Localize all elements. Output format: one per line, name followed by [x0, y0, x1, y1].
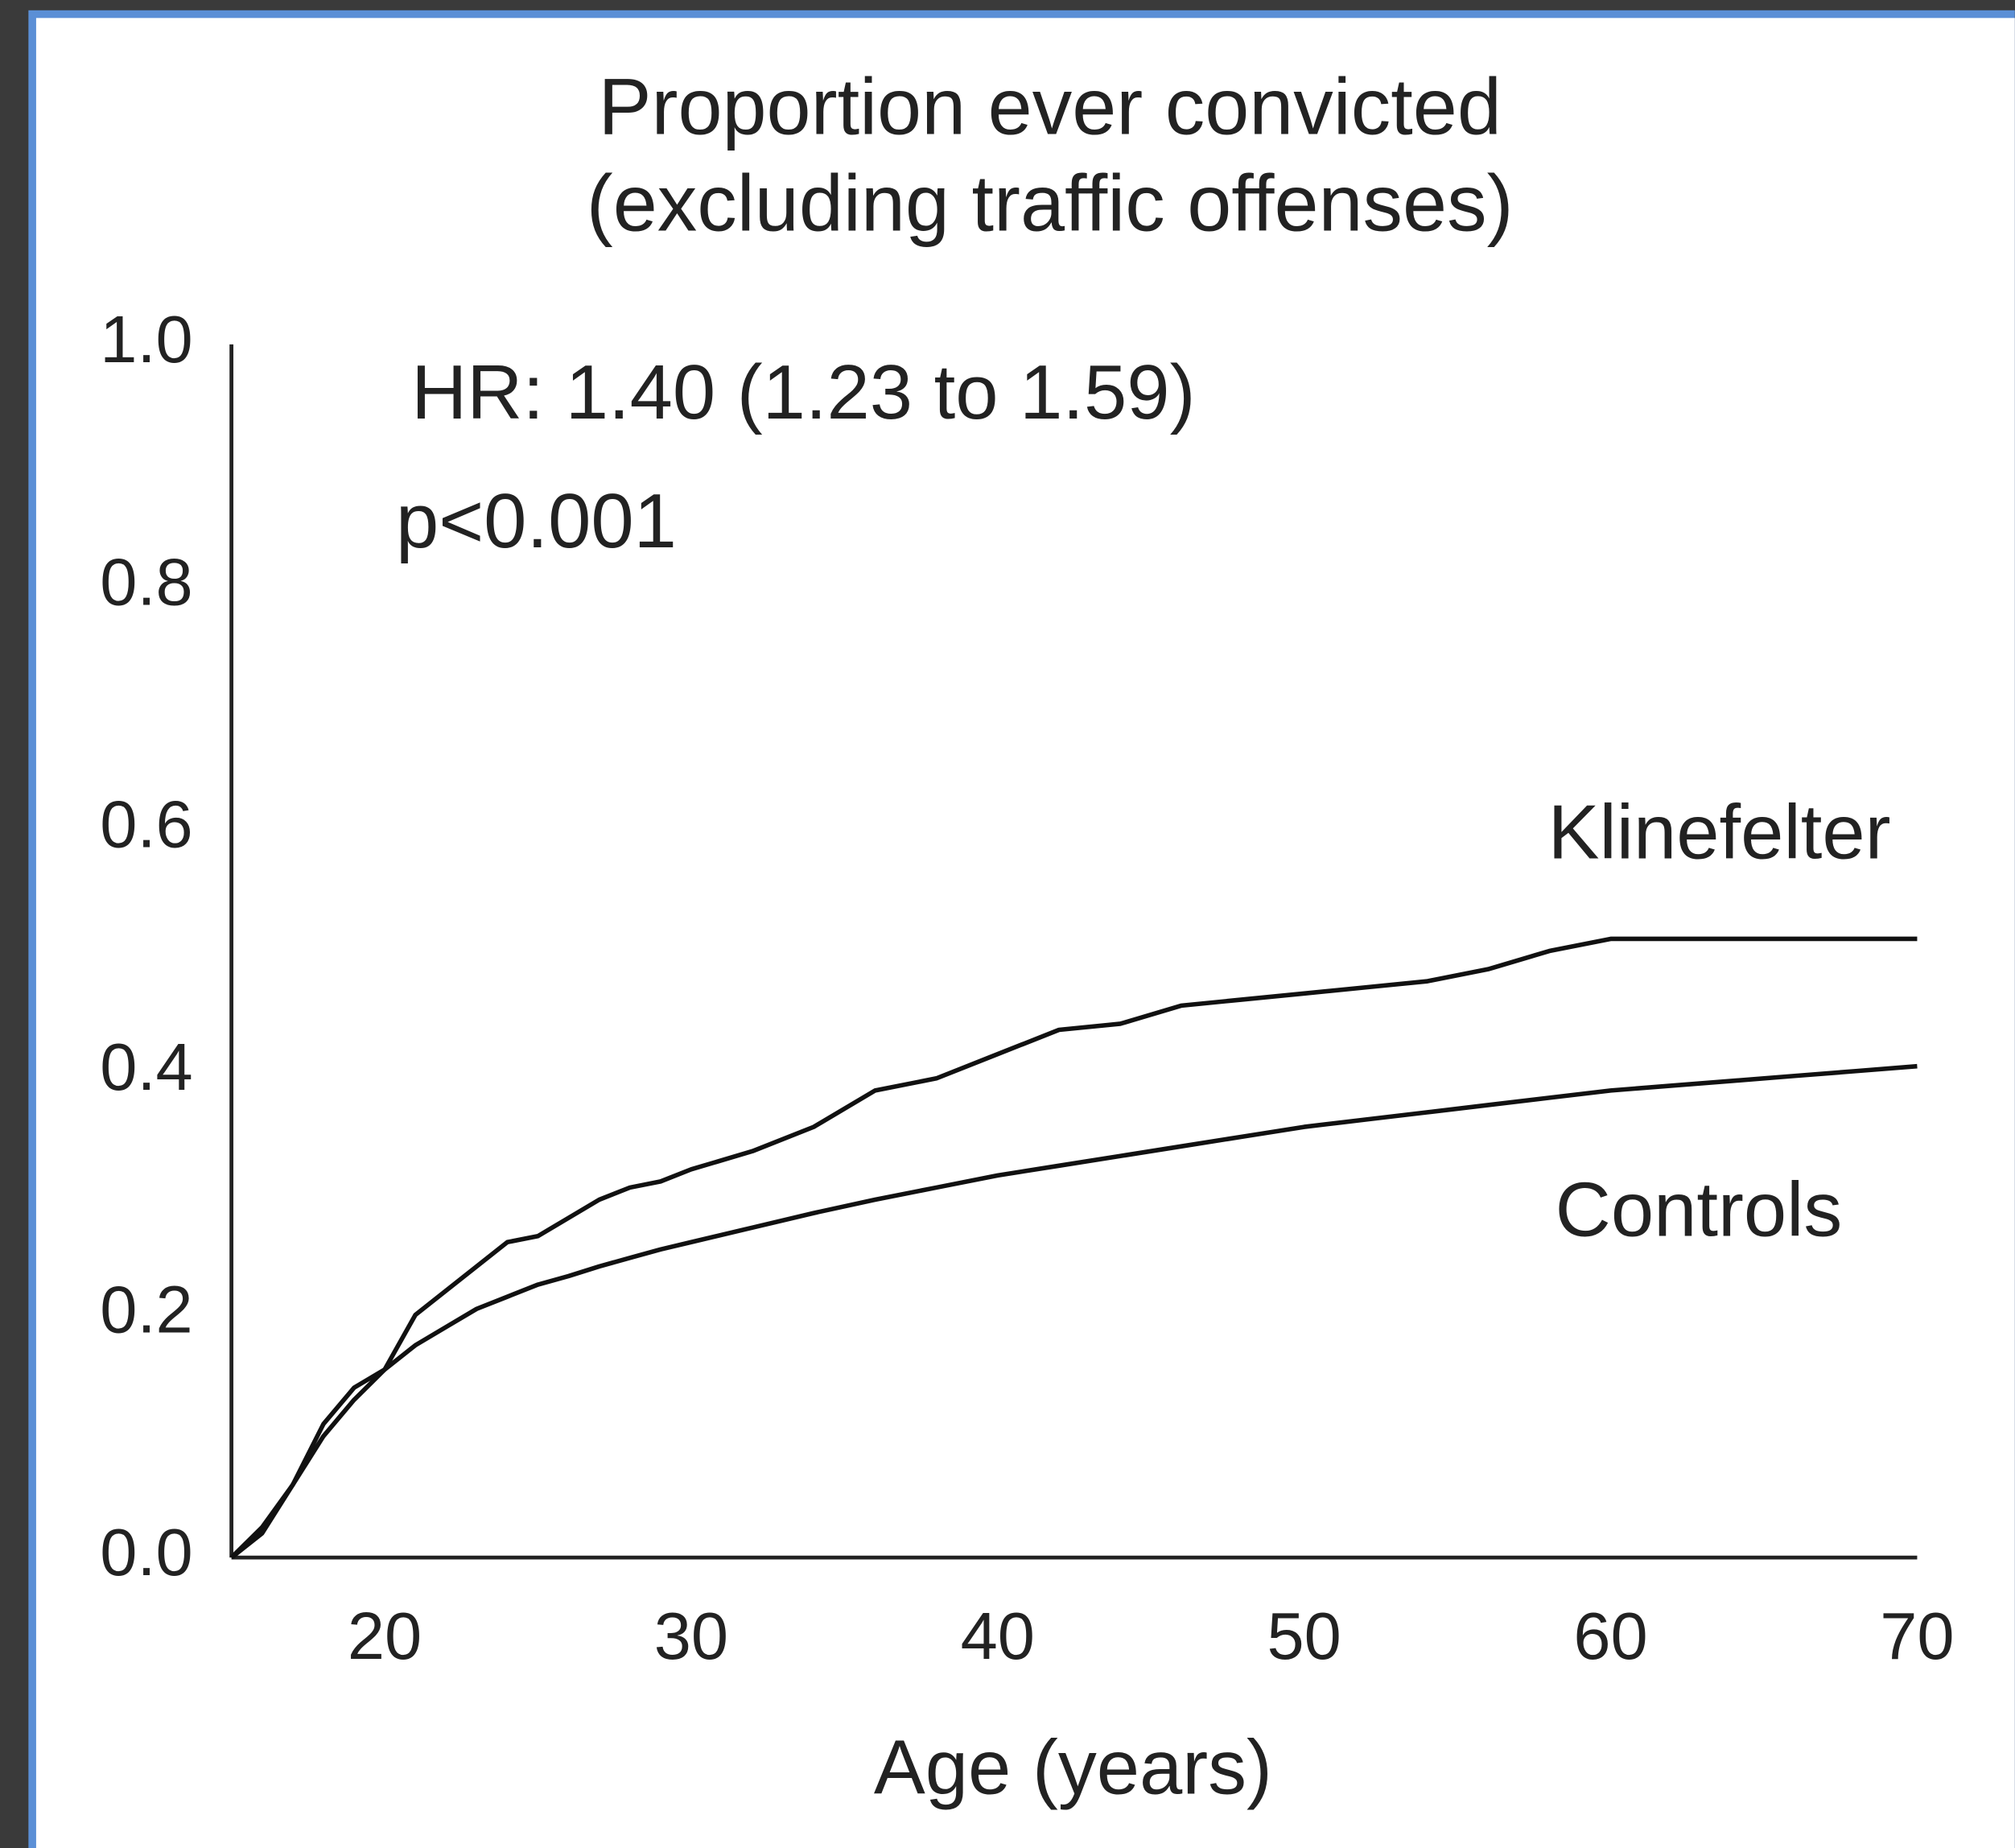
- x-tick-label: 60: [1573, 1598, 1647, 1673]
- panel: [35, 18, 2015, 1848]
- x-tick-label: 30: [654, 1598, 728, 1673]
- y-tick-label: 0.4: [100, 1029, 192, 1104]
- y-tick-label: 0.0: [100, 1515, 192, 1590]
- y-tick-label: 0.6: [100, 787, 192, 862]
- x-tick-label: 40: [961, 1598, 1035, 1673]
- chart-title: Proportion ever convicted: [598, 62, 1501, 151]
- series-label: Klinefelter: [1548, 789, 1891, 875]
- x-tick-label: 50: [1267, 1598, 1341, 1673]
- series-line: [229, 936, 1918, 1560]
- series-line: [229, 1063, 1918, 1560]
- x-tick-label: 70: [1880, 1598, 1954, 1673]
- annotation: HR: 1.40 (1.23 to 1.59): [411, 349, 1195, 435]
- y-tick-label: 0.2: [100, 1273, 192, 1347]
- x-axis-label: Age (years): [874, 1725, 1272, 1811]
- series-label: Controls: [1556, 1167, 1843, 1253]
- x-tick-label: 20: [348, 1598, 422, 1673]
- chart-subtitle: (excluding traffic offenses): [587, 158, 1514, 247]
- y-tick-label: 0.8: [100, 544, 192, 619]
- y-tick-label: 1.0: [100, 302, 192, 377]
- annotation: p<0.001: [396, 478, 677, 564]
